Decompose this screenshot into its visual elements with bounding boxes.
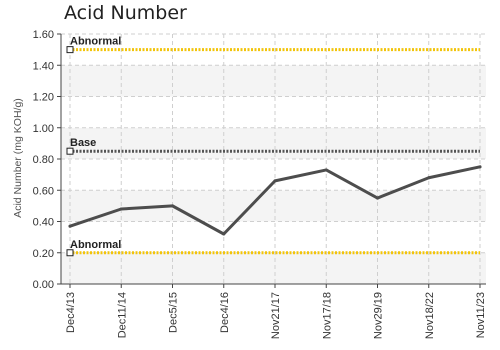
x-tick-label: Nov29/19 — [373, 292, 385, 339]
data-point — [119, 207, 123, 211]
series-group — [68, 165, 482, 236]
x-tick-label: Dec4/16 — [219, 292, 231, 333]
plot-band — [61, 252, 486, 284]
reference-marker — [66, 147, 74, 155]
reference-lines: Abnormal Base Abnormal — [66, 36, 480, 257]
plot-band — [61, 221, 486, 253]
plot-band — [61, 159, 486, 191]
data-point — [427, 176, 431, 180]
y-axis-label: Acid Number (mg KOH/g) — [12, 98, 24, 218]
x-tick-label: Nov17/18 — [321, 292, 333, 339]
data-point — [222, 232, 226, 236]
x-tick-label: Nov18/22 — [424, 292, 436, 339]
plot-bands — [61, 34, 486, 284]
x-tick-labels: Dec4/13 Dec11/14 Dec5/15 Dec4/16 Nov21/17 Nov… — [65, 292, 487, 339]
plot-band — [61, 65, 486, 97]
x-tick-label: Dec11/14 — [116, 292, 128, 338]
reference-marker — [66, 46, 74, 54]
plot-band — [61, 190, 486, 222]
reference-label: Abnormal — [70, 36, 121, 48]
y-tick-label: 0.60 — [33, 185, 54, 197]
y-tick-label: 1.00 — [33, 123, 54, 135]
y-tick-label: 1.60 — [33, 29, 54, 41]
y-tick-label: 0.20 — [33, 248, 54, 260]
y-tick-label: 0.80 — [33, 154, 54, 166]
chart-title: Acid Number — [64, 2, 187, 24]
data-point — [478, 165, 482, 169]
y-tick-label: 1.40 — [33, 60, 54, 72]
data-point — [171, 204, 174, 208]
data-point — [273, 179, 277, 183]
y-tick-labels: 0.00 0.20 0.40 0.60 0.80 1.00 1.20 1.40 1.60 — [33, 29, 54, 291]
plot-band — [61, 127, 486, 159]
x-tick-label: Nov21/17 — [270, 292, 282, 339]
x-tick-label: Nov11/23 — [475, 292, 487, 338]
x-tick-label: Dec4/13 — [65, 292, 77, 333]
data-point — [376, 196, 379, 200]
reference-label: Base — [70, 137, 96, 149]
axes — [57, 33, 486, 288]
y-tick-label: 1.20 — [33, 92, 54, 104]
x-tick-label: Dec5/15 — [168, 292, 180, 333]
data-point — [324, 168, 328, 172]
data-point — [68, 224, 72, 228]
plot-band — [61, 96, 486, 128]
y-tick-label: 0.40 — [33, 217, 54, 229]
reference-marker — [66, 249, 74, 257]
reference-label: Abnormal — [70, 239, 121, 251]
y-tick-label: 0.00 — [33, 279, 54, 291]
